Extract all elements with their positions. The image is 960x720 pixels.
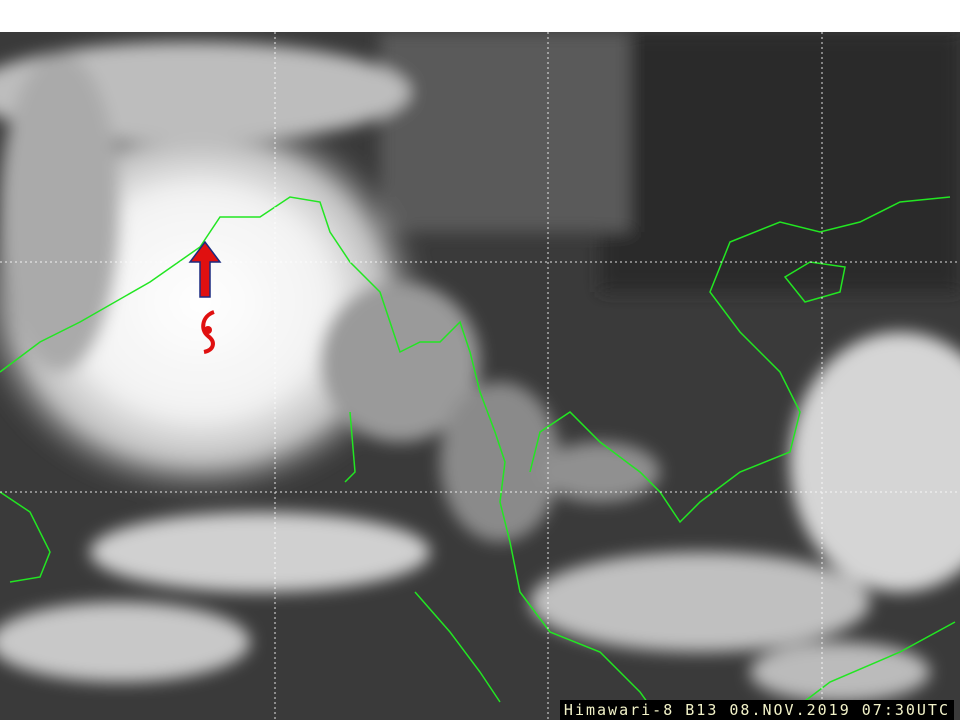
satellite-image (0, 32, 960, 720)
cyclone-symbol-icon (201, 310, 215, 354)
red-up-arrow-icon (188, 240, 222, 298)
cloud-cover (0, 32, 960, 702)
lat-lon-grid (0, 32, 960, 720)
image-caption: Himawari-8 B13 08.NOV.2019 07:30UTC (559, 700, 954, 720)
